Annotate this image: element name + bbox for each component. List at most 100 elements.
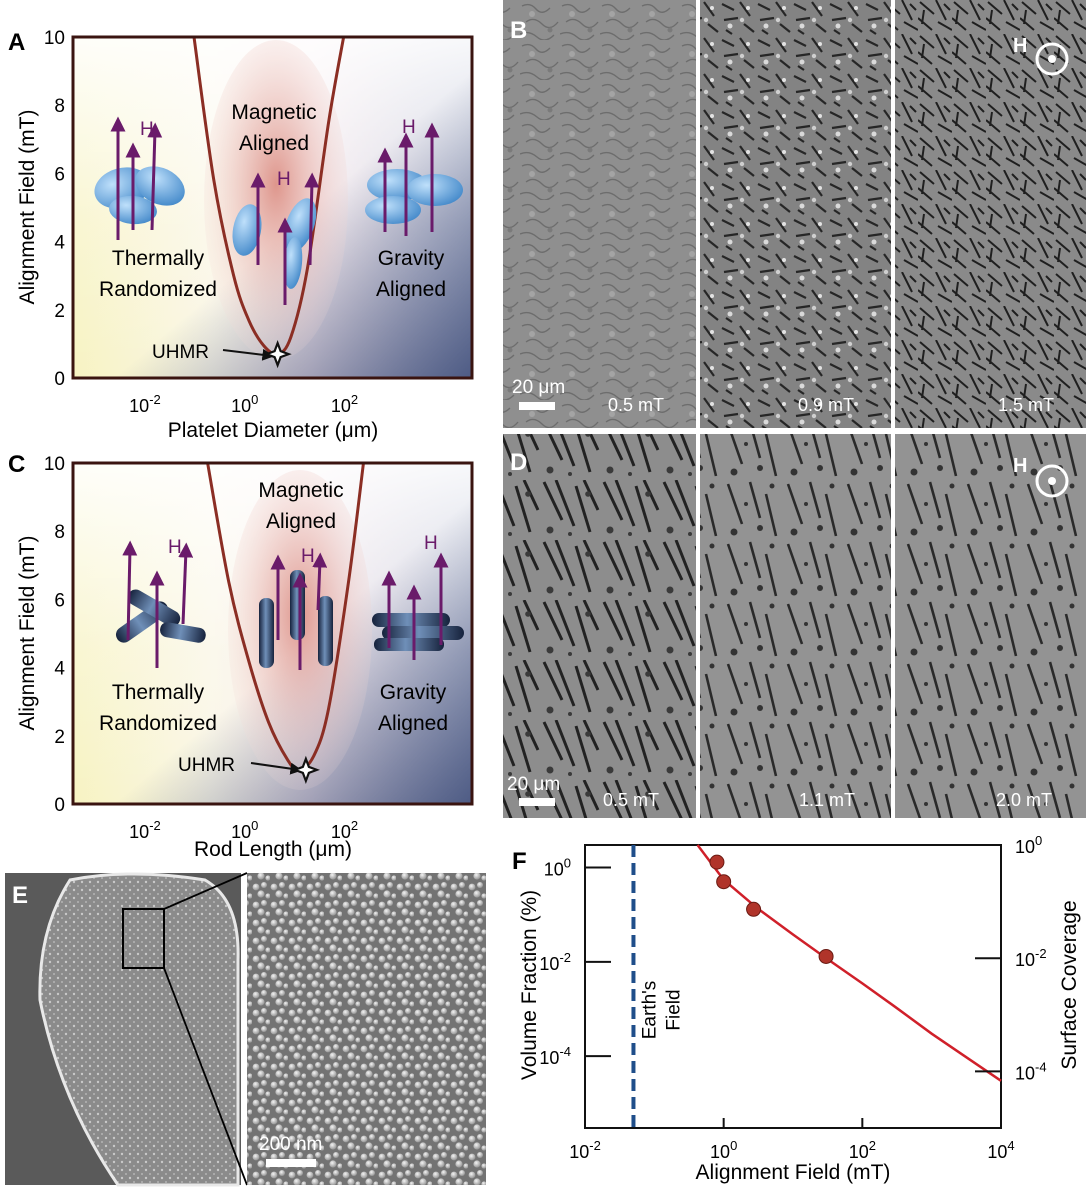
panel-d-frame-1-field: 0.5 mT [603, 790, 659, 810]
panel-e-zoom-line-top [163, 872, 248, 910]
scale-bar-icon [519, 798, 555, 806]
field-out-of-plane-icon [1035, 464, 1069, 498]
panel-a-x-tick-label: 10-2 [129, 392, 161, 416]
panel-a-frame [71, 35, 474, 380]
panel-c-y-tick-label: 2 [54, 727, 65, 748]
panel-c: C 0 2 4 6 8 10 10-2 100 102 Alignment Field (mT… [8, 451, 474, 861]
panel-c-region-mid-line2: Aligned [266, 510, 336, 533]
uhmr-star-icon [291, 755, 320, 785]
scale-bar-icon [519, 402, 555, 410]
panel-a-region-right-line1: Gravity [378, 247, 445, 270]
panel-f-plot-area [584, 844, 1002, 1129]
panel-b: B 20 μm 0.5 mT 0.9 mT 1.5 mT H [503, 0, 1086, 428]
uhmr-star-icon [263, 339, 292, 369]
panel-d-scale-label: 20 μm [507, 774, 560, 795]
panel-f-data-point [716, 874, 732, 890]
panel-b-frame-1 [503, 0, 696, 428]
panel-a-x-tick-label: 100 [231, 392, 258, 416]
scale-bar-icon [266, 1159, 316, 1167]
panel-c-y-tick-label: 10 [44, 454, 65, 475]
panel-f-y2-tick-label: 10-4 [1015, 1059, 1047, 1083]
panel-c-region-right-line2: Aligned [378, 712, 448, 735]
panel-c-h-right: H [424, 533, 438, 554]
panel-d: D 20 μm 0.5 mT 1.1 mT 2.0 mT H [503, 434, 1086, 818]
panel-a-y-tick-label: 6 [54, 164, 65, 185]
panel-d-frame-2 [700, 434, 891, 818]
panel-c-region-right-line1: Gravity [380, 681, 447, 704]
panel-c-y-label: Alignment Field (mT) [16, 536, 39, 731]
panel-a-h-right: H [402, 117, 416, 138]
panel-a-region-mid-line1: Magnetic [231, 101, 316, 124]
panel-a-h-left: H [140, 119, 154, 140]
panel-f-y-tick-label: 100 [544, 856, 571, 880]
panel-a: A 0 2 4 6 8 10 10-2 100 102 Alignment Field (mT… [8, 28, 474, 442]
panel-c-label: C [8, 451, 25, 478]
panel-c-h-mid: H [301, 546, 315, 567]
panel-b-frame-2-field: 0.9 mT [798, 395, 854, 415]
panel-c-y-tick-label: 6 [54, 590, 65, 611]
panel-d-field-label: H [1013, 455, 1027, 477]
panel-f-fit-curve [696, 844, 1002, 1082]
panel-d-frame-3-field: 2.0 mT [996, 790, 1052, 810]
panel-b-label: B [510, 17, 527, 44]
panel-a-region-mid-line2: Aligned [239, 132, 309, 155]
panel-b-scale-label: 20 μm [512, 377, 565, 398]
panel-a-h-mid: H [277, 169, 291, 190]
panel-a-y-tick-label: 10 [44, 28, 65, 49]
panel-e-zoom-line-bottom [163, 967, 248, 1186]
panel-a-region-right-line2: Aligned [376, 278, 446, 301]
panel-f-label: F [512, 848, 527, 875]
panel-b-frame-1-field: 0.5 mT [608, 395, 664, 415]
panel-f-x-tick-label: 104 [987, 1138, 1014, 1162]
panel-e: E 200 nm [5, 872, 486, 1187]
panel-c-x-tick-label: 10-2 [129, 818, 161, 842]
panel-a-gravity-platelets: H [365, 117, 463, 236]
panel-c-x-ticks: 10-2 100 102 [129, 818, 358, 842]
panel-a-y-ticks: 0 2 4 6 8 10 [44, 28, 66, 390]
panel-c-region-left-line2: Randomized [99, 712, 217, 735]
panel-e-label: E [12, 882, 28, 909]
panel-f-y2-label: Surface Coverage [1058, 900, 1081, 1069]
panel-c-region-left-line1: Thermally [112, 681, 205, 704]
panel-f-x-label: Alignment Field (mT) [696, 1161, 891, 1184]
panel-f-points [709, 854, 834, 964]
panel-c-region-mid-line1: Magnetic [258, 479, 343, 502]
panel-b-field-label: H [1013, 35, 1027, 57]
panel-a-x-label: Platelet Diameter (μm) [168, 419, 378, 442]
panel-f-data-point [746, 901, 762, 917]
panel-d-frame-2-field: 1.1 mT [799, 790, 855, 810]
panel-a-region-left-line2: Randomized [99, 278, 217, 301]
panel-f-y-label: Volume Fraction (%) [518, 890, 541, 1080]
panel-a-x-tick-label: 102 [331, 392, 358, 416]
panel-a-uhmr-label: UHMR [152, 342, 209, 363]
panel-a-y-tick-label: 0 [54, 369, 65, 390]
panel-a-region-left-line1: Thermally [112, 247, 205, 270]
panel-a-y-tick-label: 8 [54, 96, 65, 117]
panel-d-label: D [510, 449, 527, 476]
panel-a-aligned-platelets: H [232, 169, 320, 305]
panel-a-x-ticks: 10-2 100 102 [129, 392, 358, 416]
panel-d-frame-1 [503, 434, 696, 818]
panel-e-zoom-box [122, 908, 165, 969]
panel-a-valley-glow [204, 40, 348, 360]
panel-c-x-label: Rod Length (μm) [194, 838, 352, 861]
panel-a-random-platelets: H [94, 116, 185, 240]
panel-f-y-ticks: 100 10-2 10-4 [539, 856, 611, 1068]
panel-f-fit-line [696, 844, 1002, 1082]
panel-e-scale-label: 200 nm [259, 1134, 322, 1155]
panel-a-y-label: Alignment Field (mT) [16, 110, 39, 305]
panel-c-y-tick-label: 4 [54, 659, 65, 680]
panel-c-frame [71, 461, 474, 806]
panel-e-sem-zoom [247, 873, 486, 1185]
panel-a-label: A [8, 29, 25, 56]
panel-b-frame-3-field: 1.5 mT [998, 395, 1054, 415]
panel-b-frame-2 [700, 0, 891, 428]
panel-b-frame-3 [895, 0, 1086, 428]
panel-f-data-point [709, 854, 725, 870]
panel-c-h-left: H [168, 537, 182, 558]
panel-c-uhmr-label: UHMR [178, 755, 235, 776]
panel-a-y-tick-label: 2 [54, 301, 65, 322]
panel-c-y-tick-label: 0 [54, 795, 65, 816]
